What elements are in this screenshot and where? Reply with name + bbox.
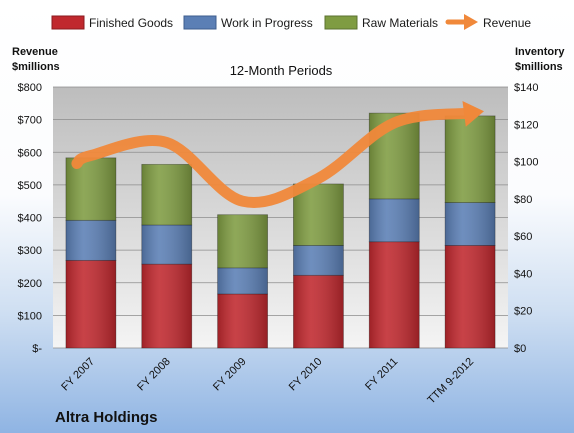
left-axis-tick-label: $- bbox=[32, 343, 42, 355]
bar-segment-shade bbox=[445, 245, 496, 348]
legend-label-raw-materials: Raw Materials bbox=[362, 16, 438, 30]
bar-segment-shade bbox=[369, 241, 420, 348]
right-axis-tick-label: $120 bbox=[514, 119, 538, 131]
bars bbox=[65, 112, 496, 349]
bar-segment-shade bbox=[141, 164, 192, 225]
company-name: Altra Holdings bbox=[55, 409, 158, 426]
left-axis-tick-label: $600 bbox=[18, 147, 42, 159]
right-axis-tick-label: $80 bbox=[514, 194, 532, 206]
left-axis-tick-label: $100 bbox=[18, 310, 42, 322]
bar-segment-shade bbox=[445, 115, 496, 203]
bar-segment-shade bbox=[293, 245, 344, 276]
right-axis-tick-label: $140 bbox=[514, 82, 538, 94]
bar-segment-shade bbox=[141, 224, 192, 265]
legend-swatch-finished-goods bbox=[51, 15, 85, 30]
chart-subtitle: 12-Month Periods bbox=[230, 63, 333, 78]
legend-swatch-raw-materials bbox=[324, 15, 358, 30]
right-axis-tick-label: $40 bbox=[514, 268, 532, 280]
left-axis-tick-label: $400 bbox=[18, 213, 42, 225]
right-axis-tick-label: $100 bbox=[514, 157, 538, 169]
revenue-arrowhead bbox=[462, 100, 484, 127]
right-axis-tick-label: $0 bbox=[514, 343, 526, 355]
bar-segment-shade bbox=[217, 214, 268, 268]
bar-segment-shade bbox=[65, 260, 116, 348]
right-axis-title-line1: Inventory bbox=[515, 46, 565, 58]
legend-label-work-in-progress: Work in Progress bbox=[221, 16, 313, 30]
legend-label-revenue: Revenue bbox=[483, 16, 531, 30]
right-axis-tick-label: $60 bbox=[514, 231, 532, 243]
legend-swatch-revenue bbox=[445, 14, 478, 30]
bar-segment-shade bbox=[293, 275, 344, 348]
bar-segment-shade bbox=[445, 202, 496, 246]
left-axis-title-line1: Revenue bbox=[12, 46, 58, 58]
legend-swatch-work-in-progress bbox=[183, 15, 217, 30]
legend-label-finished-goods: Finished Goods bbox=[89, 16, 173, 30]
left-axis-tick-label: $200 bbox=[18, 278, 42, 290]
revenue-line-layer bbox=[71, 100, 484, 208]
x-axis-category-label: FY 2010 bbox=[287, 356, 325, 394]
x-axis-category-label: TTM 9-2012 bbox=[425, 356, 476, 407]
x-axis-category-label: FY 2009 bbox=[211, 356, 249, 394]
gridlines bbox=[53, 86, 508, 349]
bar-segment-shade bbox=[369, 198, 420, 242]
left-axis-tick-label: $500 bbox=[18, 180, 42, 192]
right-axis-tick-label: $20 bbox=[514, 306, 532, 318]
bar-segment-shade bbox=[293, 183, 344, 246]
left-axis-tick-label: $300 bbox=[18, 245, 42, 257]
left-axis-tick-label: $800 bbox=[18, 82, 42, 94]
right-axis-title-line2: $millions bbox=[515, 61, 563, 73]
x-axis-category-label: FY 2008 bbox=[135, 356, 173, 394]
x-axis-category-label: FY 2007 bbox=[59, 356, 97, 394]
bar-segment-shade bbox=[217, 267, 268, 294]
bar-segment-shade bbox=[65, 220, 116, 261]
x-axis-category-label: FY 2011 bbox=[363, 356, 400, 393]
legend: Finished Goods Work in Progress Raw Mate… bbox=[51, 14, 531, 30]
bar-segment-shade bbox=[217, 293, 268, 348]
bar-segment-shade bbox=[141, 264, 192, 348]
left-axis-tick-label: $700 bbox=[18, 115, 42, 127]
left-axis-title-line2: $millions bbox=[12, 61, 60, 73]
